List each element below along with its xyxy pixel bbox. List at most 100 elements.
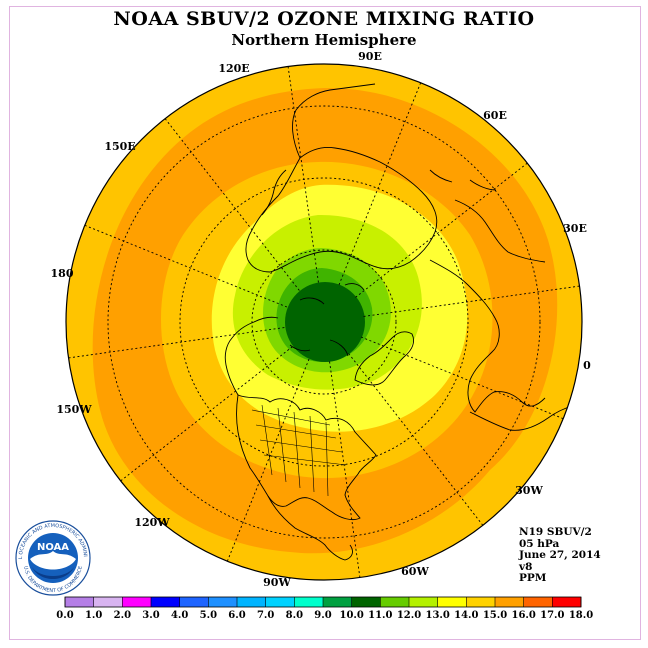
coastline-north-america [236,394,377,521]
colorbar-swatch [93,597,123,607]
ozone-field [66,64,582,580]
logo-sea-icon [32,567,74,579]
meridian-line [360,336,564,420]
lon-label: 180 [51,267,74,280]
latitude-circle-60 [251,249,397,395]
colorbar: 0.0 1.0 2.0 3.0 4.0 5.0 6.0 7.0 8.0 9.0 10.0 11.0 12… [56,596,593,621]
colorbar-swatch [151,597,180,607]
us-state-boundaries [251,404,347,497]
meridian-line [164,118,300,291]
main-title: NOAA SBUV/2 OZONE MIXING RATIO [113,8,535,30]
meridian-line [68,327,285,359]
colorbar-swatch [237,597,266,607]
meridian-line [120,346,293,482]
coastline-alaska [224,316,279,396]
meridian-line [84,224,288,308]
latitude-circle-0 [107,105,541,539]
colorbar-tick-label: 9.0 [314,610,331,621]
colorbar-tick-label: 18.0 [569,610,593,621]
colorbar-tick-label: 14.0 [454,610,478,621]
meridian-line [363,285,580,317]
colorbar-swatch [495,597,524,607]
lon-label: 120W [134,516,170,529]
lon-label: 60W [401,565,429,578]
meridian-line [329,361,361,578]
info-version: v8 [519,560,533,573]
colorbar-swatch [323,597,352,607]
colorbar-tick-label: 2.0 [114,610,131,621]
lon-label: 30E [563,222,587,235]
lon-label: 0 [583,359,591,372]
colorbar-swatch [409,597,438,607]
coastline-central-america [267,495,353,561]
colorbar-tick-label: 13.0 [425,610,449,621]
field-dark-green-core [285,282,365,362]
info-instrument: N19 SBUV/2 [519,526,592,538]
colorbar-swatch [380,597,410,607]
coastline-east-asia [292,83,376,159]
colorbar-swatch [294,597,324,607]
colorbar-swatch [351,597,381,607]
colorbar-swatch [122,597,152,607]
colorbar-swatch [65,597,94,607]
coastline-asia [245,147,438,273]
lon-label: 150E [104,140,135,153]
longitude-labels: 90E 60E 30E 0 30W 60W 90W 120W 150W 180 150E 120E [51,50,592,589]
coastline-arctic-islands [289,283,365,357]
coastline-japan [261,169,287,216]
colorbar-swatch [265,597,295,607]
noaa-logo: NATIONAL OCEANIC AND ATMOSPHERIC ADMINIS… [14,519,91,596]
colorbar-tick-label: 0.0 [56,610,73,621]
colorbar-swatch [552,597,582,607]
lon-label: 90E [358,50,382,63]
coastline-africa [469,404,576,431]
coastlines [224,83,576,561]
figure-frame [9,6,641,640]
colorbar-tick-label: 10.0 [339,610,363,621]
info-block: N19 SBUV/2 05 hPa June 27, 2014 v8 PPM [519,526,601,585]
lon-label: 150W [56,403,92,416]
colorbar-swatch [179,597,209,607]
latitude-circle-30 [179,177,469,467]
colorbar-tick-label: 6.0 [228,610,245,621]
meridian-line [226,358,310,562]
coastline-south-asia-islands [429,169,497,191]
colorbar-swatch [466,597,496,607]
lon-label: 60E [483,109,507,122]
logo-bird-icon [30,551,76,570]
meridian-line [287,66,319,283]
colorbar-swatch [523,597,553,607]
meridian-lines [68,66,580,578]
info-level: 05 hPa [519,537,560,550]
meridian-line [338,82,422,286]
map-boundary [65,63,583,581]
colorbar-tick-label: 1.0 [85,610,102,621]
colorbar-tick-label: 12.0 [397,610,421,621]
colorbar-tick-label: 3.0 [142,610,159,621]
meridian-line [348,353,484,526]
colorbar-tick-label: 7.0 [257,610,274,621]
state-lines-meridional [261,404,329,497]
logo-text: NOAA [37,542,69,553]
colorbar-tick-label: 4.0 [171,610,188,621]
info-units: PPM [519,572,547,584]
colorbar-tick-label: 16.0 [511,610,535,621]
colorbar-tick-label: 11.0 [368,610,392,621]
colorbar-tick-label: 15.0 [483,610,507,621]
colorbar-tick-label: 5.0 [200,610,217,621]
coastline-europe [429,259,546,413]
info-date: June 27, 2014 [519,549,601,561]
colorbar-swatch [437,597,467,607]
lon-label: 90W [263,576,291,589]
sub-title: Northern Hemisphere [231,31,417,49]
lon-label: 120E [218,62,249,75]
coastline-india [454,199,546,263]
graticule [68,66,580,578]
meridian-line [355,162,528,298]
state-lines-north [251,409,347,466]
colorbar-swatch [208,597,238,607]
lon-label: 30W [515,484,543,497]
coastline-greenland [354,331,415,386]
colorbar-tick-label: 8.0 [286,610,303,621]
